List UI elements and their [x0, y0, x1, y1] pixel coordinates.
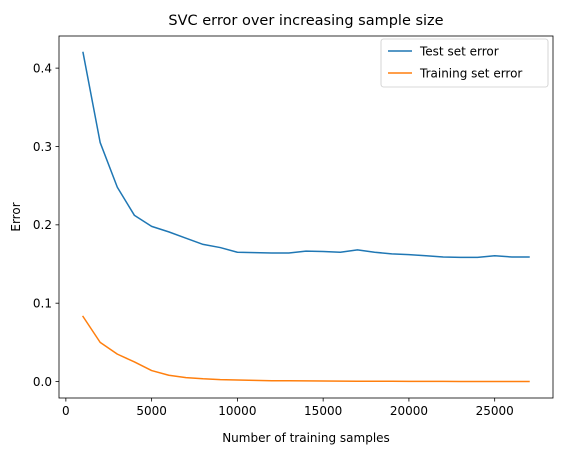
- y-tick-label: 0.2: [33, 218, 52, 232]
- y-tick-label: 0.3: [33, 140, 52, 154]
- x-tick-label: 20000: [390, 404, 428, 418]
- x-tick-label: 25000: [476, 404, 514, 418]
- series-line-training-set-error: [83, 317, 529, 382]
- x-axis-ticks: 0 5000 10000 15000 20000 25000: [62, 398, 514, 418]
- y-tick-label: 0.1: [33, 296, 52, 310]
- plot-frame: [59, 36, 553, 398]
- legend-label-training-set-error: Training set error: [419, 66, 522, 80]
- y-axis-label: Error: [9, 202, 23, 231]
- legend: Test set error Training set error: [381, 39, 548, 87]
- x-tick-label: 15000: [304, 404, 342, 418]
- x-axis-label: Number of training samples: [222, 431, 390, 445]
- x-tick-label: 5000: [136, 404, 167, 418]
- y-tick-label: 0.4: [33, 61, 52, 75]
- series-layer: [83, 52, 529, 381]
- legend-label-test-set-error: Test set error: [419, 44, 499, 58]
- chart-title: SVC error over increasing sample size: [168, 13, 443, 29]
- x-tick-label: 10000: [218, 404, 256, 418]
- y-axis-ticks: 0.0 0.1 0.2 0.3 0.4: [33, 61, 59, 388]
- x-tick-label: 0: [62, 404, 70, 418]
- y-tick-label: 0.0: [33, 375, 52, 389]
